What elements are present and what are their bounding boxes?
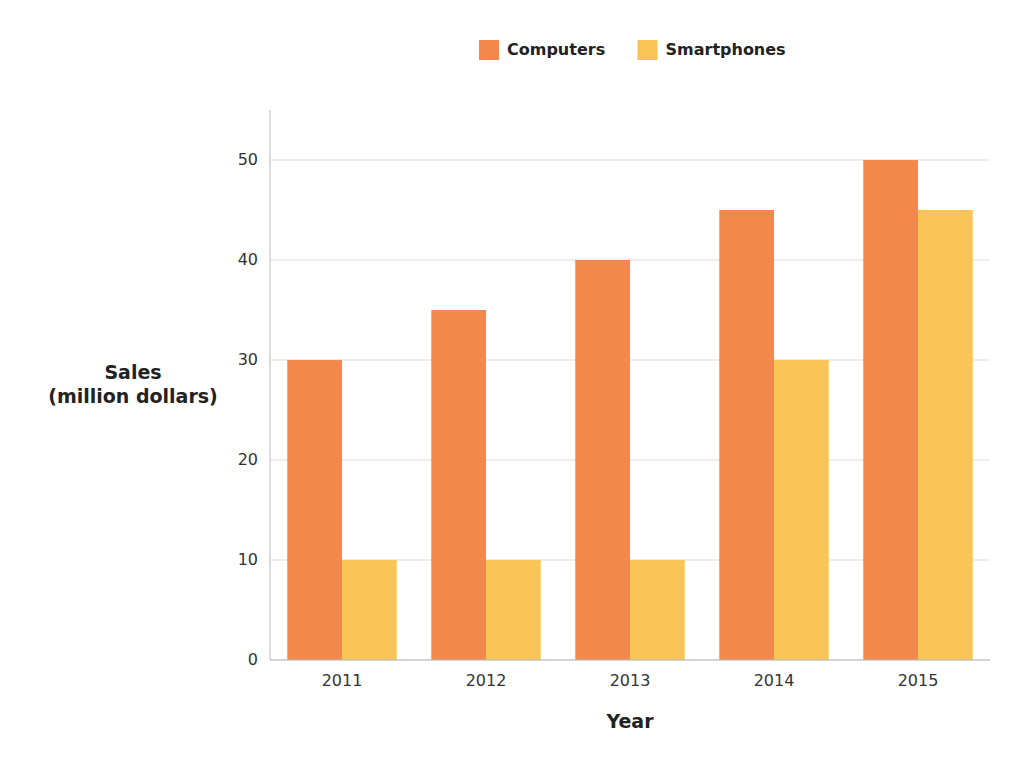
x-axis-label: Year [605,710,654,732]
y-tick-label: 10 [238,550,258,569]
legend: Computers Smartphones [479,40,786,61]
x-tick-label: 2011 [322,671,363,690]
x-axis-line [270,660,990,661]
bar [342,560,397,660]
chart-svg: 0 10 20 30 40 50 2011 2012 2013 2014 2015 Year Sales… [0,0,1024,768]
grid-line [270,660,990,661]
y-tick-label: 30 [238,350,258,369]
bar [431,310,486,660]
y-tick-label: 0 [248,650,258,669]
bar [918,210,973,660]
legend-label: Smartphones [666,40,786,59]
bar [287,360,342,660]
x-tick-label: 2015 [898,671,939,690]
y-tick-label: 40 [238,250,258,269]
bar [630,560,685,660]
bar [774,360,829,660]
bar [575,260,630,660]
y-axis-label-line: (million dollars) [48,385,218,407]
x-tick-label: 2014 [754,671,795,690]
x-tick-label: 2013 [610,671,651,690]
bars [287,160,972,660]
y-grid [270,160,990,660]
legend-swatch [479,40,499,60]
bar [486,560,541,660]
x-tick-label: 2012 [466,671,507,690]
legend-label: Computers [507,40,605,59]
y-axis-label: Sales(million dollars) [48,361,218,407]
bar [719,210,774,660]
bar [863,160,918,660]
y-tick-label: 20 [238,450,258,469]
y-tick-label: 50 [238,150,258,169]
legend-swatch [638,40,658,60]
y-axis-label-line: Sales [104,361,161,383]
y-axis-line [270,110,271,660]
chart-container: 0 10 20 30 40 50 2011 2012 2013 2014 2015 Year Sales… [0,0,1024,768]
